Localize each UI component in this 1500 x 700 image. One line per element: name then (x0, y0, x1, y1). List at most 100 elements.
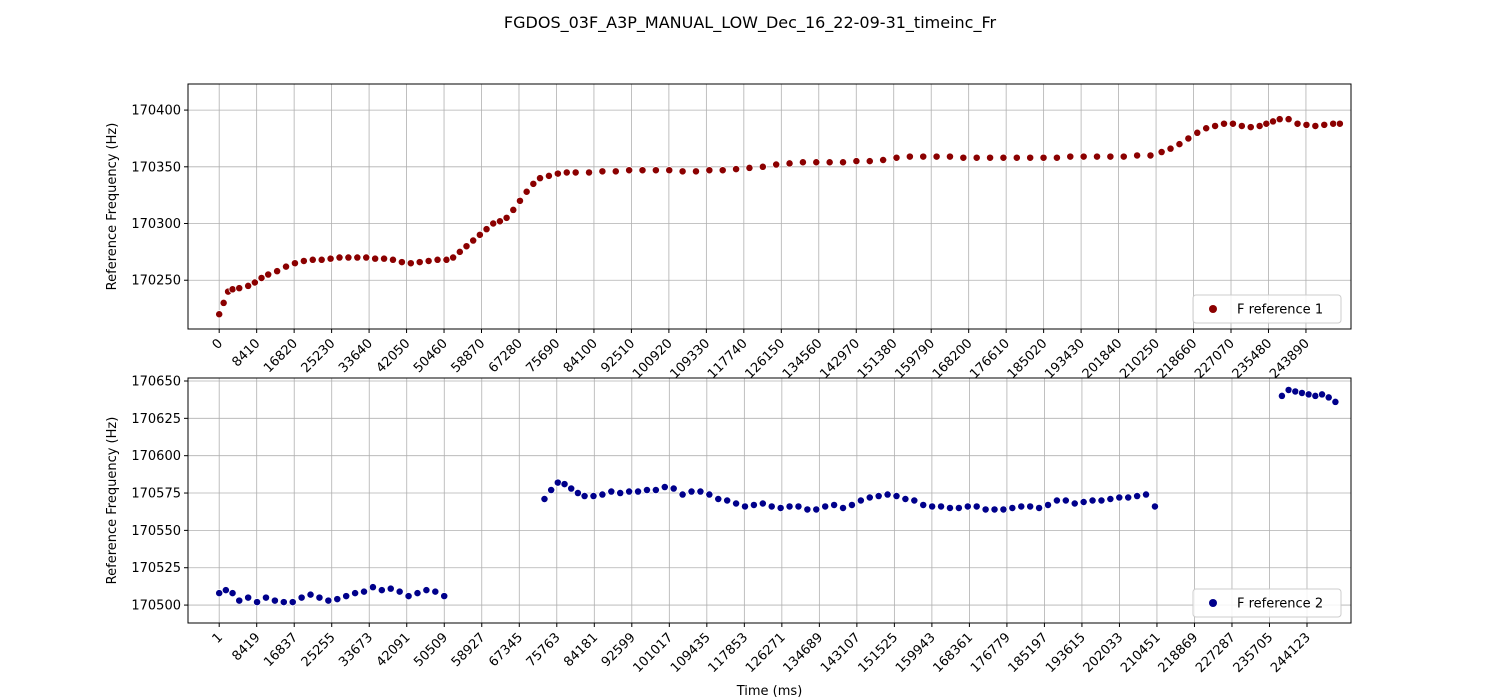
top-x-tick-label: 8410 (229, 336, 263, 370)
bottom-data-point (990, 505, 999, 514)
top-y-tick-label: 170400 (131, 104, 181, 119)
top-data-point (972, 153, 981, 162)
bottom-x-tick-label: 50509 (411, 630, 451, 670)
top-series-points (215, 115, 1344, 319)
bottom-data-point (839, 504, 847, 512)
bottom-data-point (705, 490, 714, 499)
bottom-data-point (288, 598, 297, 607)
bottom-data-point (669, 484, 678, 493)
top-data-point (475, 230, 484, 239)
bottom-data-point (625, 487, 634, 496)
bottom-data-point (937, 502, 946, 511)
top-data-point (522, 187, 531, 196)
top-data-point (380, 254, 389, 263)
bottom-data-point (1284, 386, 1293, 394)
top-x-tick-label: 201840 (1080, 336, 1126, 382)
top-data-point (1311, 122, 1320, 130)
top-data-point (1052, 153, 1061, 162)
top-data-point (273, 267, 282, 276)
top-data-point (986, 153, 995, 162)
bottom-data-point (830, 501, 839, 509)
bottom-data-point (1124, 493, 1133, 502)
bottom-data-point (1044, 501, 1052, 509)
top-x-tick-label: 0 (210, 336, 226, 352)
bottom-data-point (270, 596, 279, 605)
bottom-data-point (963, 502, 972, 511)
top-data-point (308, 255, 317, 264)
bottom-data-point (954, 504, 963, 512)
top-data-point (946, 152, 954, 161)
bottom-x-tick-label: 16837 (261, 630, 301, 670)
top-data-point (1329, 119, 1338, 128)
bottom-data-point (315, 593, 324, 602)
bottom-data-point (972, 502, 981, 511)
top-data-point (228, 285, 237, 294)
top-data-point (1335, 119, 1344, 128)
bottom-data-point (404, 592, 413, 601)
top-scatter-panel: 0 841016820252303364042050504605887067280… (105, 83, 1352, 382)
top-data-point (344, 253, 353, 262)
top-data-point (839, 158, 847, 167)
bottom-data-point (732, 499, 741, 508)
top-data-point (1026, 153, 1035, 162)
top-x-tick-label: 193430 (1042, 336, 1088, 382)
top-data-point (745, 163, 754, 172)
bottom-data-point (221, 586, 230, 595)
bottom-data-point (1079, 498, 1088, 506)
top-x-tick-label: 168200 (930, 336, 976, 382)
top-x-tick-label: 235480 (1230, 336, 1276, 382)
top-x-tick-label: 210250 (1117, 336, 1163, 382)
bottom-data-point (1052, 496, 1061, 505)
bottom-data-point (377, 586, 386, 595)
bottom-plot-frame (187, 377, 1352, 624)
top-data-point (264, 270, 273, 279)
top-data-point (415, 258, 424, 267)
top-data-point (785, 159, 794, 168)
top-data-point (244, 281, 253, 290)
top-data-point (1262, 119, 1271, 128)
top-data-point (865, 157, 874, 166)
top-x-tick-label: 134560 (780, 336, 826, 382)
top-data-point (1133, 151, 1142, 160)
top-x-tick-label: 142970 (817, 336, 863, 382)
top-legend: F reference 1 (1192, 294, 1342, 324)
top-data-point (397, 258, 406, 267)
bottom-data-point (687, 487, 696, 496)
bottom-x-tick-label: 42091 (374, 630, 414, 670)
bottom-data-point (262, 593, 270, 602)
top-data-point (678, 167, 687, 176)
bottom-data-point (865, 493, 874, 502)
bottom-data-point (901, 495, 910, 503)
top-x-tick-label: 243890 (1267, 336, 1313, 382)
bottom-data-point (803, 505, 812, 514)
top-data-point (516, 196, 524, 205)
top-data-point (625, 166, 634, 175)
top-data-point (1228, 119, 1237, 128)
top-data-point (772, 160, 781, 169)
top-data-point (812, 158, 821, 167)
top-data-point (553, 169, 562, 178)
bottom-data-point (1097, 496, 1106, 505)
top-data-point (638, 166, 647, 175)
bottom-data-point (235, 596, 244, 605)
bottom-data-point (1277, 391, 1286, 400)
top-data-point (1157, 148, 1166, 157)
bottom-data-point (1088, 496, 1097, 505)
bottom-data-point (946, 504, 954, 512)
bottom-y-tick-label: 170650 (131, 374, 181, 389)
top-x-tick-label: 58870 (448, 336, 488, 376)
top-data-point (718, 166, 727, 175)
bottom-x-tick-label: 244123 (1268, 630, 1314, 676)
top-data-point (1211, 122, 1220, 130)
bottom-data-point (1106, 495, 1115, 503)
bottom-legend: F reference 2 (1192, 588, 1342, 618)
bottom-data-point (999, 505, 1008, 514)
top-data-point (879, 156, 888, 164)
bottom-x-tick-label: 185197 (1006, 630, 1052, 676)
bottom-data-point (847, 501, 856, 509)
top-data-point (1275, 115, 1284, 124)
bottom-data-point (607, 487, 616, 496)
bottom-y-tick-label: 170500 (131, 599, 181, 614)
bottom-data-point (306, 590, 315, 599)
